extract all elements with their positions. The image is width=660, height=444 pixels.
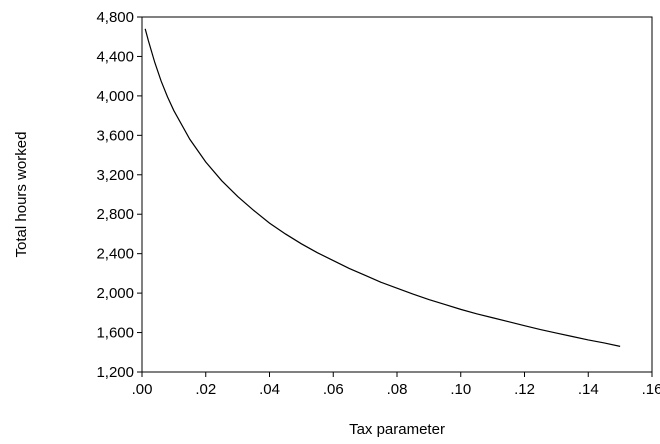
x-tick-label: .00: [132, 381, 153, 398]
y-tick-label: 2,800: [96, 206, 134, 223]
x-tick-label: .12: [514, 381, 535, 398]
y-axis-title: Total hours worked: [13, 132, 30, 258]
y-tick-label: 1,200: [96, 364, 134, 381]
y-tick-label: 3,600: [96, 127, 134, 144]
y-tick-label: 1,600: [96, 325, 134, 342]
x-tick-label: .04: [259, 381, 280, 398]
x-tick-label: .16: [642, 381, 660, 398]
y-tick-label: 2,400: [96, 246, 134, 263]
x-tick-label: .02: [195, 381, 216, 398]
y-tick-label: 2,000: [96, 285, 134, 302]
x-tick-label: .08: [387, 381, 408, 398]
x-tick-label: .06: [323, 381, 344, 398]
plot-frame: [141, 16, 653, 373]
x-tick-label: .10: [450, 381, 471, 398]
y-tick-label: 4,400: [96, 48, 134, 65]
x-axis-title: Tax parameter: [349, 421, 445, 438]
x-tick-label: .14: [578, 381, 599, 398]
y-tick-label: 4,000: [96, 88, 134, 105]
series-line: [144, 28, 621, 347]
y-tick-label: 4,800: [96, 9, 134, 26]
y-tick-label: 3,200: [96, 167, 134, 184]
